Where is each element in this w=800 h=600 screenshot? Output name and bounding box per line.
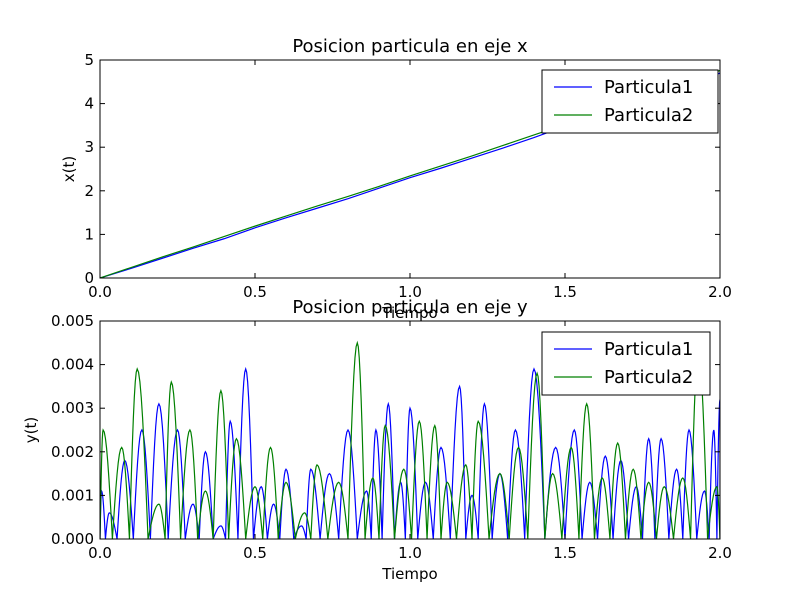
y-ytick-label: 0.004 [51,356,94,374]
x-ytick-label: 3 [84,138,94,156]
x-xtick-label: 1.5 [553,283,577,301]
x-xtick-label: 2.0 [708,283,732,301]
x-xtick-label: 1.0 [398,283,422,301]
y-legend-box [541,331,711,396]
y-xtick-label: 1.0 [398,544,422,562]
y-xtick-label: 0.0 [88,544,112,562]
y-ytick-label: 0.003 [51,399,94,417]
x-legend-box [541,69,719,134]
y-series-1-line [100,366,720,539]
x-xaxis-label: Tiempo [381,304,437,322]
x-xtick-label: 0.0 [88,283,112,301]
x-xtick-label: 0.5 [243,283,267,301]
x-ytick-label: 1 [84,225,94,243]
x-yaxis-label: x(t) [60,156,78,182]
y-legend-label-1: Particula1 [604,339,693,360]
x-legend-label-1: Particula1 [604,77,693,98]
x-ytick-label: 2 [84,182,94,200]
y-xtick-label: 2.0 [708,544,732,562]
y-legend-label-2: Particula2 [604,367,693,388]
x-legend-label-2: Particula2 [604,105,693,126]
x-ytick-label: 4 [84,95,94,113]
y-xtick-label: 1.5 [553,544,577,562]
y-xtick-label: 0.5 [243,544,267,562]
y-ytick-label: 0.000 [51,530,94,548]
x-ytick-label: 5 [84,51,94,69]
y-ytick-label: 0.002 [51,443,94,461]
x-chart-title: Posicion particula en eje x [292,36,528,57]
y-yaxis-label: y(t) [22,417,40,443]
y-xaxis-label: Tiempo [381,565,437,583]
y-chart-title: Posicion particula en eje y [292,297,528,318]
x-ytick-label: 0 [84,269,94,287]
y-ytick-label: 0.005 [51,312,94,330]
y-series-2-line [100,340,720,539]
y-ytick-label: 0.001 [51,486,94,504]
